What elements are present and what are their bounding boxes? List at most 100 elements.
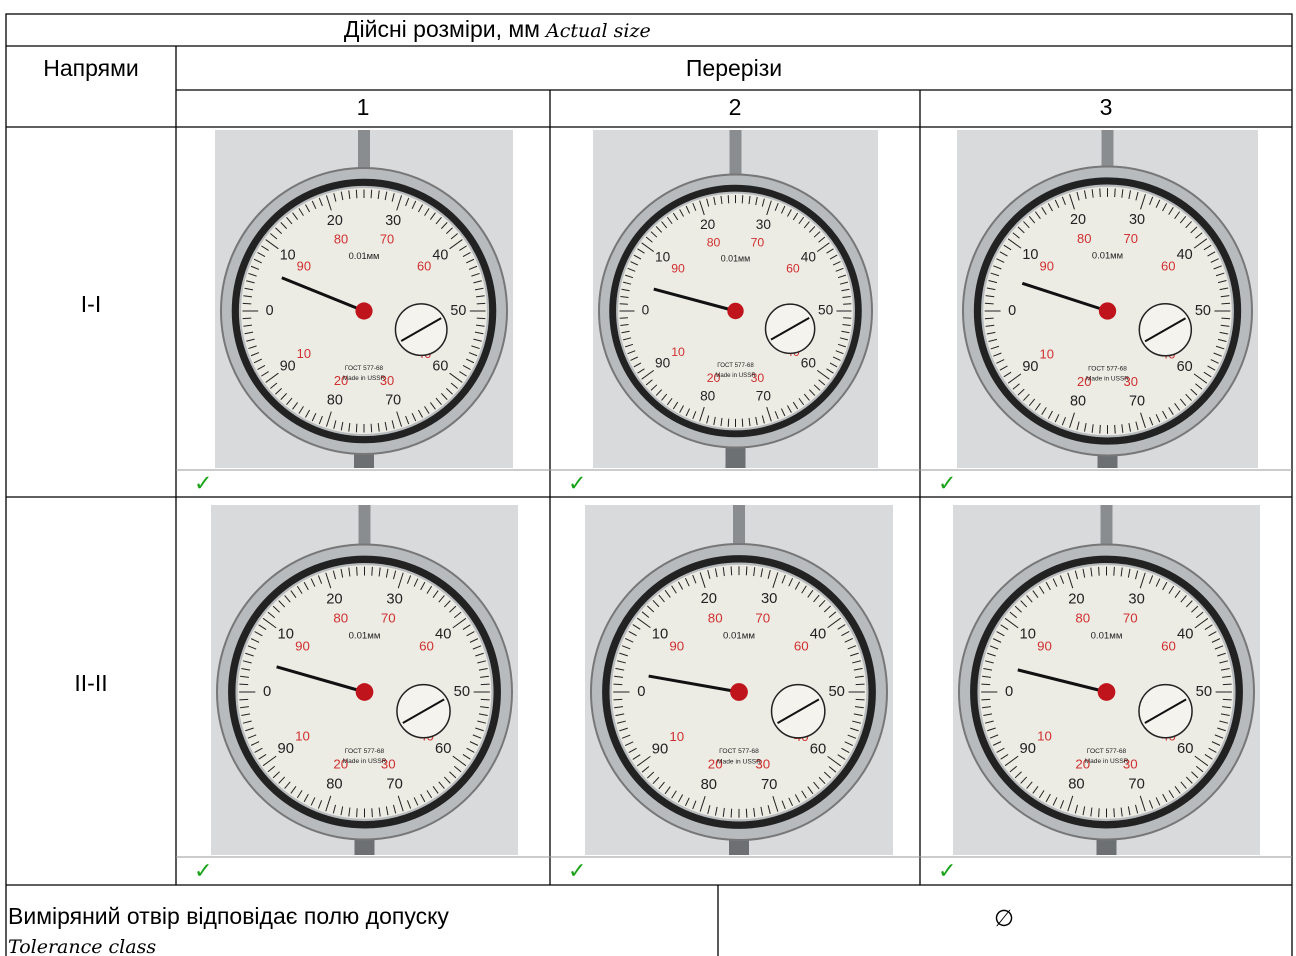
dial-tick <box>613 684 622 685</box>
dial-tick <box>1223 699 1232 700</box>
dial-number: 0 <box>637 684 645 700</box>
dial-tick <box>481 684 490 685</box>
dial-number: 50 <box>1196 684 1212 700</box>
dial-number: 20 <box>701 591 717 607</box>
dial-number: 50 <box>828 684 844 700</box>
footer-value: ∅ <box>994 905 1014 931</box>
check-mark: ✓ <box>938 470 956 495</box>
dial-number: 70 <box>1128 776 1144 792</box>
stem <box>1102 130 1114 171</box>
dial-number: 50 <box>454 684 470 700</box>
dial-tick <box>243 318 252 319</box>
dial-number: 0 <box>642 303 650 318</box>
dial-tick <box>243 303 252 304</box>
dial-red-number: 90 <box>1039 258 1053 273</box>
stem <box>359 505 371 549</box>
dial-gauge-photo: 010902080307040605060407030802090100.01м… <box>593 130 878 468</box>
dial-standard: ГОСТ 577-68 <box>1087 748 1127 755</box>
dial-standard: ГОСТ 577-68 <box>717 362 754 369</box>
dial-number: 40 <box>801 250 817 265</box>
dial-unit: 0.01мм <box>723 630 755 641</box>
dial-tick <box>1221 318 1230 319</box>
dial-red-number: 10 <box>1037 729 1052 744</box>
dial-tick <box>239 699 248 700</box>
hand-hub <box>727 303 743 319</box>
dial-tick <box>357 808 358 817</box>
dial-number: 90 <box>280 358 296 374</box>
dial-red-number: 60 <box>786 262 800 276</box>
dial-number: 20 <box>1068 591 1084 607</box>
dial-tick <box>1100 425 1101 434</box>
dial-number: 60 <box>435 741 451 757</box>
dial-tick <box>1223 684 1232 685</box>
dial-number: 20 <box>1070 212 1086 228</box>
check-mark: ✓ <box>938 858 956 883</box>
section-number: 3 <box>1100 94 1113 120</box>
dial-maker: Made in USSR <box>717 758 761 765</box>
dial-number: 90 <box>655 356 671 371</box>
dial-unit: 0.01мм <box>1092 250 1123 261</box>
dial-red-number: 80 <box>333 611 348 626</box>
dial-number: 30 <box>761 591 777 607</box>
dial-number: 70 <box>1129 394 1145 410</box>
dial-red-number: 90 <box>295 638 310 653</box>
footer-text-en: Tolerance class <box>8 936 156 956</box>
dial-red-number: 70 <box>380 232 394 247</box>
dial-number: 10 <box>652 626 668 642</box>
stem <box>1101 505 1113 549</box>
dial-number: 10 <box>280 247 296 263</box>
dial-number: 90 <box>278 741 294 757</box>
dial-red-number: 10 <box>295 729 310 744</box>
dial-red-number: 60 <box>794 638 809 653</box>
dial-number: 60 <box>810 741 826 757</box>
title: Дійсні розміри, мм <box>344 16 540 42</box>
dial-number: 30 <box>385 213 401 229</box>
dial-number: 40 <box>810 626 826 642</box>
dial-tick <box>856 699 865 700</box>
hand-hub <box>356 683 374 701</box>
direction-label: II-II <box>74 670 107 696</box>
dial-red-number: 70 <box>1123 611 1138 626</box>
dial-red-number: 60 <box>1161 638 1176 653</box>
dial-gauge-photo: 010902080307040605060407030802090100.01м… <box>585 505 893 855</box>
dial-number: 10 <box>655 250 671 265</box>
dial-tick <box>371 190 372 199</box>
dial-red-number: 10 <box>669 729 684 744</box>
dial-gauge-photo: 010902080307040605060407030802090100.01м… <box>215 130 513 468</box>
dial-tick <box>1115 188 1116 197</box>
dial-tick <box>239 684 248 685</box>
dial-red-number: 10 <box>297 346 311 361</box>
dial-maker: Made in USSR <box>1086 376 1129 383</box>
dial-number: 70 <box>385 393 401 409</box>
stem <box>733 505 745 548</box>
check-mark: ✓ <box>568 470 586 495</box>
hand-hub <box>355 302 372 319</box>
dial-maker: Made in USSR <box>1085 758 1129 765</box>
dial-number: 80 <box>701 777 717 793</box>
dial-number: 10 <box>1020 627 1036 643</box>
dial-number: 80 <box>326 776 342 792</box>
dial-number: 30 <box>1128 591 1144 607</box>
page: Дійсні розміри, мм Actual size Напрями П… <box>0 0 1296 956</box>
directions-header: Напрями <box>43 55 139 81</box>
dial-unit: 0.01мм <box>349 630 381 641</box>
dial-number: 80 <box>1070 394 1086 410</box>
dial-number: 70 <box>386 776 402 792</box>
dial-tick <box>1099 808 1100 817</box>
footer-text: Виміряний отвір відповідає полю допуску <box>8 903 449 929</box>
dial-number: 0 <box>266 303 274 319</box>
dial-red-number: 90 <box>1037 638 1052 653</box>
dial-standard: ГОСТ 577-68 <box>345 748 385 755</box>
dial-number: 10 <box>278 627 294 643</box>
dial-tick <box>843 304 851 305</box>
dial-number: 40 <box>1177 247 1193 263</box>
dial-tick <box>731 809 732 818</box>
dial-number: 50 <box>450 303 466 319</box>
dial-tick <box>1099 567 1100 576</box>
dial-red-number: 90 <box>671 262 685 276</box>
hand-hub <box>1098 683 1116 701</box>
dial-tick <box>981 684 990 685</box>
dial-number: 30 <box>1129 212 1145 228</box>
dial-number: 60 <box>801 356 817 371</box>
dial-red-number: 70 <box>751 236 765 250</box>
